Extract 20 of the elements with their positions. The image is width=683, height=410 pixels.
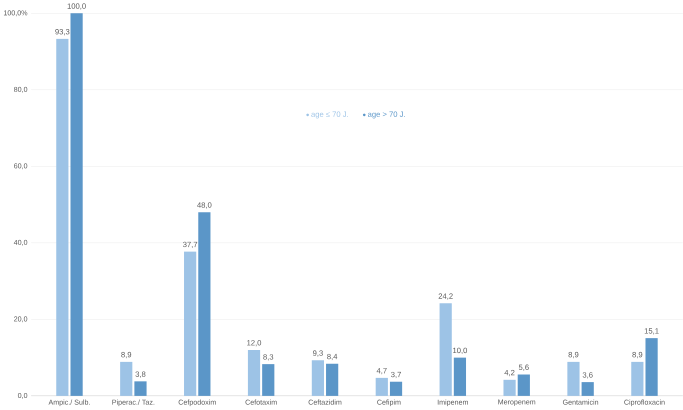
bar: [70, 14, 83, 396]
bar: [312, 360, 324, 396]
bar: [134, 382, 147, 396]
bar: [376, 378, 388, 396]
bar: [518, 374, 530, 396]
bar: [248, 350, 260, 396]
bar: [582, 382, 594, 396]
bar: [567, 362, 580, 396]
bar: [184, 252, 196, 396]
bar: [631, 362, 644, 396]
bar: [120, 362, 132, 396]
bar: [56, 39, 68, 396]
bar: [390, 382, 402, 396]
bar: [645, 338, 658, 396]
bar: [503, 380, 516, 396]
bar: [454, 358, 466, 396]
bar: [326, 364, 338, 396]
bar: [262, 364, 274, 396]
bar: [198, 212, 210, 396]
bar: [440, 304, 452, 396]
